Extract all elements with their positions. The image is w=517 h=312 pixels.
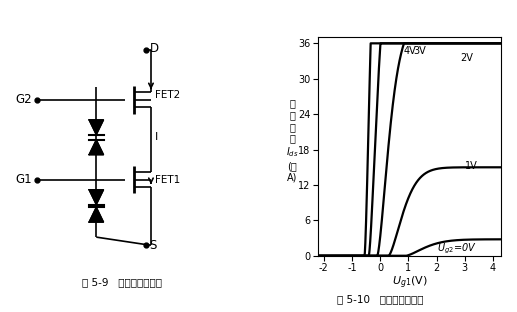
Polygon shape — [89, 140, 103, 155]
Text: D: D — [150, 42, 159, 55]
Text: 1V: 1V — [465, 161, 478, 171]
Polygon shape — [89, 207, 103, 222]
Text: 图 5-9   双栅管等效电路: 图 5-9 双栅管等效电路 — [82, 277, 162, 287]
Polygon shape — [89, 190, 103, 205]
Text: 图 5-10   双栅管转移特性: 图 5-10 双栅管转移特性 — [337, 295, 423, 305]
Text: 4V: 4V — [403, 46, 416, 56]
Text: $U_{g2}$=0V: $U_{g2}$=0V — [436, 241, 476, 256]
Text: FET1: FET1 — [155, 175, 180, 185]
Text: G2: G2 — [15, 93, 32, 106]
Text: FET2: FET2 — [155, 90, 180, 100]
Text: G1: G1 — [15, 173, 32, 186]
X-axis label: $U_{g1}$(V): $U_{g1}$(V) — [392, 275, 428, 291]
Text: 2V: 2V — [461, 53, 474, 63]
Text: 3V: 3V — [414, 46, 426, 56]
Polygon shape — [89, 120, 103, 135]
Text: I: I — [155, 132, 158, 142]
Text: S: S — [150, 239, 157, 252]
Text: 漏
源
电
流
$I_{ds}$
(毫
A): 漏 源 电 流 $I_{ds}$ (毫 A) — [286, 99, 298, 182]
